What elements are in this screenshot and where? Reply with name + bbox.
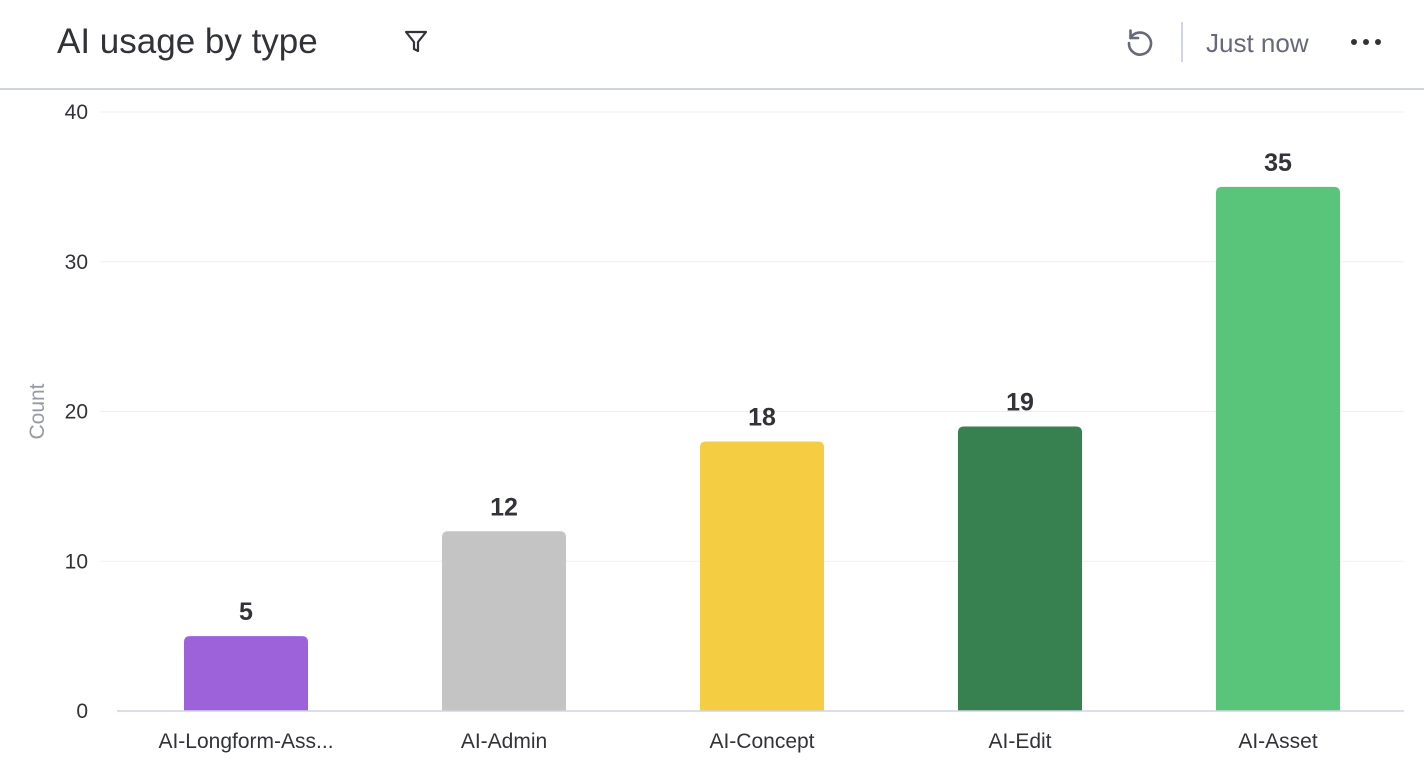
widget-header: AI usage by type Just now (0, 0, 1424, 90)
y-tick-label: 10 (65, 550, 88, 573)
x-tick-label: AI-Asset (1238, 730, 1318, 753)
y-axis-label: Count (26, 383, 49, 439)
filter-icon (404, 30, 428, 53)
chart-area: 0 10 20 30 40 Count 5 AI-Longform-Ass... 12 AI-Ad… (0, 90, 1424, 778)
y-tick-label: 30 (65, 251, 88, 274)
x-tick-label: AI-Edit (988, 730, 1051, 753)
data-label: 12 (490, 493, 518, 521)
data-label: 5 (239, 598, 253, 626)
header-divider (1181, 22, 1183, 62)
refresh-icon (1127, 29, 1153, 56)
data-label: 18 (748, 403, 776, 431)
x-tick-label: AI-Longform-Ass... (158, 730, 333, 753)
y-tick-label: 0 (76, 700, 88, 723)
filter-button[interactable] (398, 24, 434, 60)
last-updated-label: Just now (1206, 28, 1309, 58)
y-tick-label: 20 (65, 401, 88, 424)
data-label: 35 (1264, 149, 1292, 177)
data-label: 19 (1006, 388, 1034, 416)
x-tick-label: AI-Admin (461, 730, 547, 753)
bar-ai-admin[interactable] (442, 531, 566, 711)
bar-ai-longform-ass[interactable] (184, 636, 308, 711)
more-options-button[interactable] (1346, 22, 1386, 62)
bar-chart: 0 10 20 30 40 Count 5 AI-Longform-Ass... 12 AI-Ad… (26, 101, 1404, 753)
widget-title: AI usage by type (57, 22, 318, 61)
bar-ai-asset[interactable] (1216, 186, 1340, 711)
bar-ai-concept[interactable] (700, 441, 824, 711)
bar-ai-edit[interactable] (958, 426, 1082, 711)
y-tick-label: 40 (65, 101, 88, 124)
x-tick-label: AI-Concept (709, 730, 814, 753)
more-horizontal-icon (1351, 39, 1381, 45)
refresh-button[interactable] (1120, 23, 1160, 63)
